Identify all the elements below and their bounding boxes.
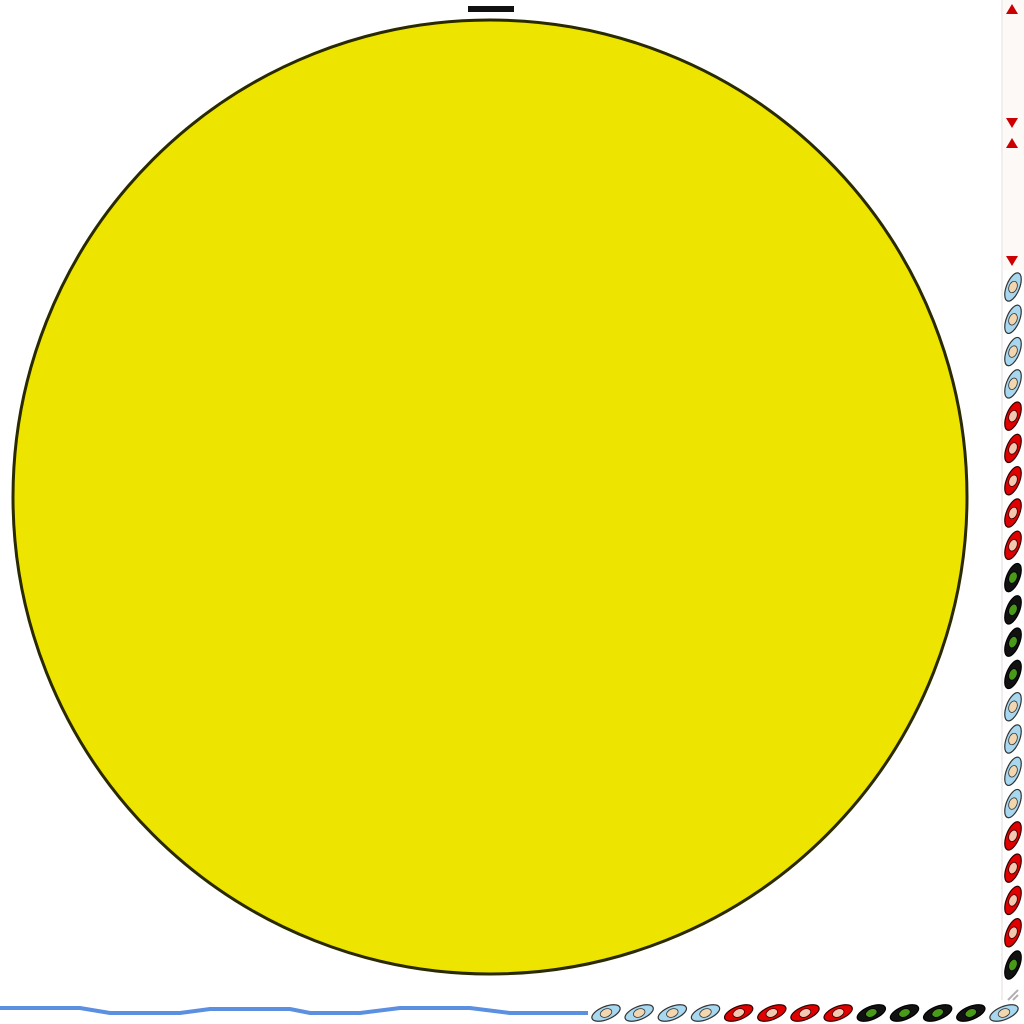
right-seed-red-icon[interactable]	[1001, 464, 1024, 497]
right-seed-green-icon[interactable]	[1001, 594, 1024, 627]
blue-wave-line-icon	[0, 1006, 588, 1015]
resize-grip-icon[interactable]	[1007, 989, 1019, 1001]
bottom-seed-sky-icon[interactable]	[623, 1001, 656, 1024]
right-seed-red-icon[interactable]	[1001, 820, 1024, 853]
right-strip-panel	[1002, 0, 1024, 270]
right-seed-red-icon[interactable]	[1001, 884, 1024, 917]
right-seed-red-icon[interactable]	[1001, 852, 1024, 885]
bottom-seed-green-icon[interactable]	[888, 1001, 921, 1024]
bottom-seed-sky-icon[interactable]	[590, 1001, 623, 1024]
bottom-seed-red-icon[interactable]	[722, 1001, 755, 1024]
red-triangle-marker-icon	[1006, 4, 1018, 14]
right-seed-red-icon[interactable]	[1001, 432, 1024, 465]
right-seed-red-icon[interactable]	[1001, 400, 1024, 433]
right-seed-red-icon[interactable]	[1001, 529, 1024, 562]
yellow-circle-icon[interactable]	[11, 6, 969, 976]
bottom-seed-sky-icon[interactable]	[689, 1001, 722, 1024]
right-seed-green-icon[interactable]	[1001, 561, 1024, 594]
right-seed-sky-icon[interactable]	[1001, 755, 1024, 788]
right-seed-sky-icon[interactable]	[1001, 335, 1024, 368]
bottom-seed-red-icon[interactable]	[822, 1001, 855, 1024]
right-seed-green-icon[interactable]	[1001, 626, 1024, 659]
right-seed-red-icon[interactable]	[1001, 916, 1024, 949]
right-seed-sky-icon[interactable]	[1001, 787, 1024, 820]
red-triangle-marker-icon	[1006, 138, 1018, 148]
bottom-seed-strip	[590, 1001, 1021, 1024]
bottom-seed-green-icon[interactable]	[855, 1001, 888, 1024]
right-seed-green-icon[interactable]	[1001, 658, 1024, 691]
right-seed-sky-icon[interactable]	[1001, 368, 1024, 401]
bottom-seed-red-icon[interactable]	[755, 1001, 788, 1024]
right-seed-sky-icon[interactable]	[1001, 303, 1024, 336]
bottom-seed-green-icon[interactable]	[954, 1001, 987, 1024]
bottom-seed-red-icon[interactable]	[789, 1001, 822, 1024]
bottom-seed-green-icon[interactable]	[921, 1001, 954, 1024]
red-triangle-marker-icon	[1006, 118, 1018, 128]
red-triangle-marker-icon	[1006, 256, 1018, 266]
bottom-seed-sky-icon[interactable]	[988, 1001, 1021, 1024]
right-seed-sky-icon[interactable]	[1001, 723, 1024, 756]
red-triangle-markers	[1006, 4, 1018, 266]
right-seed-sky-icon[interactable]	[1001, 271, 1024, 304]
right-seed-strip	[1001, 271, 1024, 982]
right-seed-red-icon[interactable]	[1001, 497, 1024, 530]
right-seed-green-icon[interactable]	[1001, 949, 1024, 982]
bottom-seed-sky-icon[interactable]	[656, 1001, 689, 1024]
right-seed-sky-icon[interactable]	[1001, 690, 1024, 723]
